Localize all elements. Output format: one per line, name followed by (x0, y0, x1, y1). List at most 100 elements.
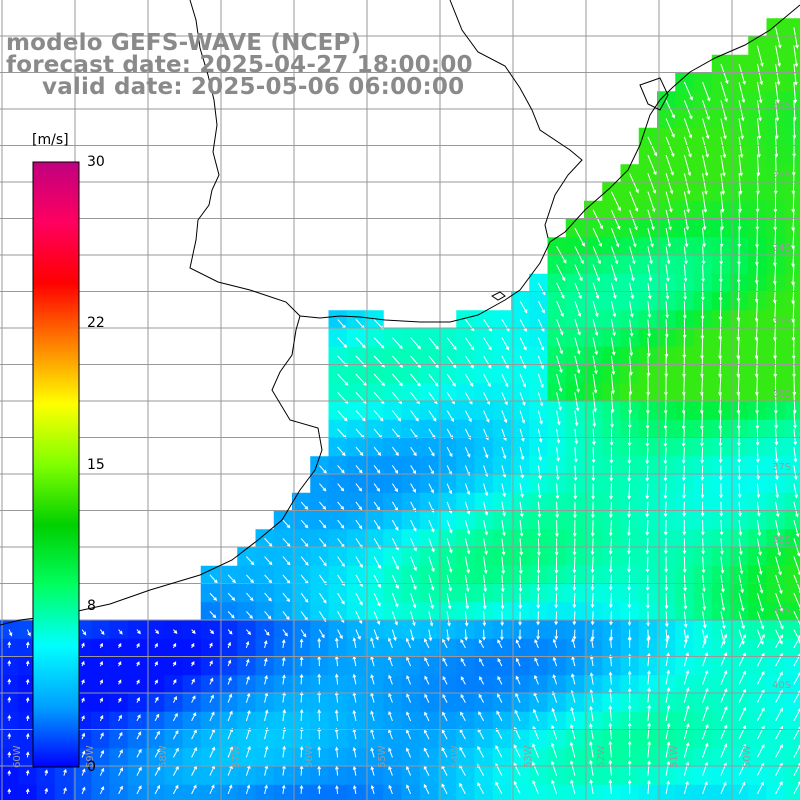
wind-speed-cell (328, 675, 348, 694)
wind-arrow (391, 556, 399, 571)
wind-speed-cell (766, 675, 786, 694)
wind-arrow (464, 355, 474, 369)
wind-arrow (775, 671, 783, 685)
wind-speed-cell (292, 730, 311, 749)
wind-arrow (99, 732, 104, 740)
wind-arrow (665, 136, 675, 158)
wind-arrow (337, 446, 346, 457)
wind-arrow (793, 556, 800, 576)
wind-arrow (719, 228, 724, 248)
wind-arrow (609, 428, 614, 447)
wind-arrow (627, 670, 632, 685)
wind-arrow (99, 786, 105, 795)
wind-speed-cell (511, 711, 530, 731)
wind-speed-cell (492, 657, 512, 676)
wind-speed-cell (164, 675, 183, 694)
wind-speed-cell (657, 730, 676, 749)
wind-arrow (647, 670, 651, 685)
wind-speed-cell (547, 638, 567, 658)
wind-arrow (537, 337, 545, 351)
wind-speed-cell (91, 748, 110, 767)
wind-arrow (756, 465, 761, 481)
wind-speed-cell (18, 675, 37, 694)
wind-arrow (264, 629, 270, 636)
wind-arrow (572, 538, 577, 556)
wind-speed-cell (91, 711, 110, 731)
wind-arrow (537, 392, 544, 407)
wind-arrow (355, 519, 363, 530)
wind-arrow (410, 465, 417, 475)
wind-arrow (460, 711, 466, 722)
wind-speed-cell (273, 638, 293, 658)
wind-arrow (610, 227, 620, 248)
wind-speed-cell (711, 693, 731, 713)
wind-arrow (609, 611, 613, 626)
wind-arrow (464, 629, 468, 642)
wind-arrow (459, 782, 466, 795)
wind-arrow (608, 779, 613, 794)
wind-speed-cell (36, 766, 56, 786)
wind-speed-cell (401, 784, 421, 800)
wind-arrow (317, 727, 322, 740)
wind-arrow (406, 729, 412, 740)
wind-arrow (738, 100, 745, 122)
wind-arrow (610, 300, 617, 318)
wind-arrow (774, 410, 779, 430)
wind-speed-cell (766, 657, 786, 676)
wind-speed-cell (784, 529, 800, 548)
wind-arrow (755, 447, 760, 463)
wind-speed-cell (292, 638, 311, 658)
wind-speed-cell (292, 748, 311, 767)
wind-speed-cell (584, 711, 603, 731)
wind-arrow (154, 661, 158, 667)
wind-arrow (337, 465, 345, 474)
wind-speed-cell (219, 766, 238, 786)
wind-arrow (391, 611, 398, 626)
wind-arrow (664, 574, 669, 592)
wind-arrow (446, 574, 452, 592)
wind-arrow (647, 227, 654, 248)
wind-speed-cell (492, 693, 512, 713)
wind-arrow (592, 374, 598, 394)
wind-arrow (756, 100, 762, 122)
wind-speed-cell (419, 657, 439, 676)
wind-speed-cell (438, 675, 457, 694)
wind-arrow (627, 538, 631, 555)
wind-arrow (775, 781, 783, 795)
wind-arrow (664, 611, 669, 628)
wind-arrow (227, 784, 233, 795)
wind-arrow (720, 724, 728, 740)
wind-arrow (99, 749, 105, 758)
wind-arrow (209, 784, 215, 795)
wind-speed-cell (255, 638, 275, 658)
wind-arrow (246, 592, 254, 602)
wind-arrow (478, 711, 485, 722)
wind-arrow (519, 392, 526, 406)
wind-speed-cell (547, 657, 567, 676)
wind-arrow (647, 282, 652, 300)
wind-speed-cell (784, 18, 800, 37)
wind-arrow (610, 410, 614, 429)
wind-arrow (464, 593, 470, 610)
wind-arrow (519, 501, 524, 518)
latitude-label: 30S (772, 100, 792, 111)
wind-arrow (282, 708, 287, 721)
wind-speed-cell (693, 766, 713, 786)
wind-speed-cell (474, 766, 494, 786)
wind-arrow (373, 574, 381, 589)
wind-arrow (590, 556, 595, 574)
wind-speed-cell (565, 693, 585, 713)
wind-arrow (388, 674, 393, 685)
wind-arrow (773, 228, 777, 249)
wind-arrow (281, 656, 286, 667)
wind-arrow (589, 705, 594, 721)
wind-arrow (665, 687, 671, 703)
wind-arrow (591, 501, 595, 519)
wind-arrow (118, 767, 123, 776)
wind-arrow (592, 209, 604, 230)
wind-arrow (574, 319, 581, 336)
wind-speed-cell (383, 657, 402, 676)
wind-arrow (355, 556, 363, 568)
lagoon-outline (491, 77, 669, 301)
